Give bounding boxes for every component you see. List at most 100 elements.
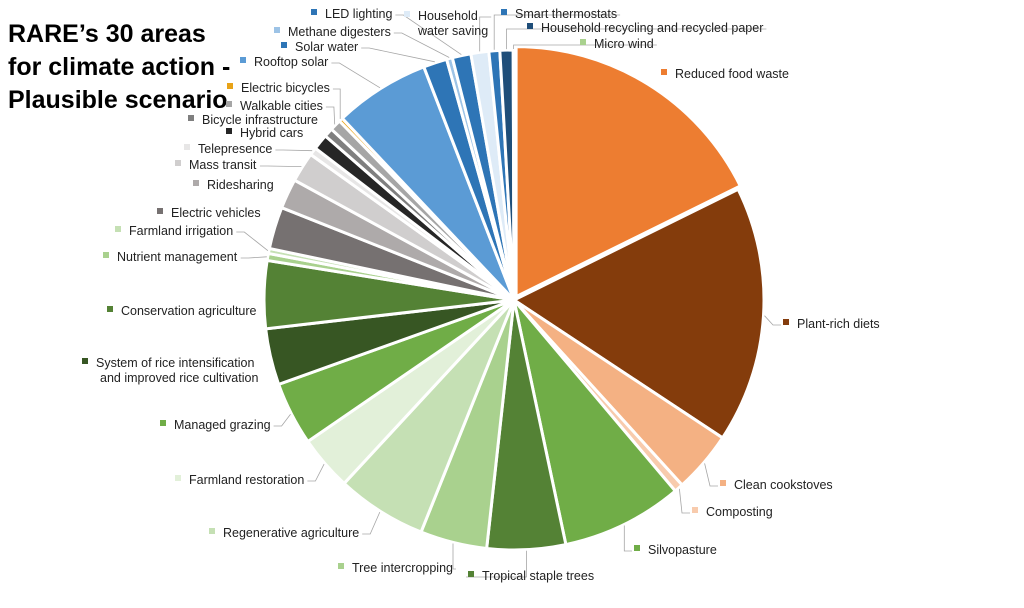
leader-line [236, 231, 269, 252]
slice-label-text: Telepresence [198, 142, 272, 156]
slice-label: Rooftop solar [240, 55, 328, 69]
slice-label-text: Electric vehicles [171, 206, 261, 220]
slice-label: Composting [692, 505, 773, 519]
legend-swatch [661, 69, 667, 75]
slice-label-text: Tree intercropping [352, 561, 453, 575]
legend-swatch [226, 101, 232, 107]
legend-swatch [720, 480, 726, 486]
slice-label-text: Farmland restoration [189, 473, 304, 487]
legend-swatch [157, 208, 163, 214]
chart-title: RARE’s 30 areas for climate action - Pla… [8, 20, 231, 114]
leader-line [395, 14, 462, 55]
slice-label-text: Household recycling and recycled paper [541, 21, 763, 35]
slice-label-text: Composting [706, 505, 773, 519]
slice-label: Farmland restoration [175, 473, 304, 487]
slice-label-text: Silvopasture [648, 543, 717, 557]
slice-labels: Reduced food waste Plant-rich diets Clean … [82, 7, 880, 583]
slice-label: Solar water [281, 40, 358, 54]
leader-line [362, 511, 381, 535]
slice-label: Electric vehicles [157, 206, 261, 220]
legend-swatch [227, 83, 233, 89]
leader-line [332, 88, 341, 119]
legend-swatch [240, 57, 246, 63]
slice-label: Tropical staple trees [468, 569, 594, 583]
slice-label: Hybrid cars [226, 126, 303, 140]
legend-swatch [175, 160, 181, 166]
legend-swatch [103, 252, 109, 258]
slice-label-text: Managed grazing [174, 418, 271, 432]
slice-label-text: Methane digesters [288, 25, 391, 39]
legend-swatch [226, 128, 232, 134]
legend-swatch [175, 475, 181, 481]
leader-line [513, 44, 657, 49]
legend-swatch [468, 571, 474, 577]
slice-label-text: LED lighting [325, 7, 392, 21]
slice-label: Telepresence [184, 142, 272, 156]
slice-label: Tree intercropping [338, 561, 453, 575]
slice-label: Smart thermostats [501, 7, 617, 21]
slice-label-text: Walkable cities [240, 99, 323, 113]
pie-slice [514, 45, 743, 300]
legend-swatch [580, 39, 586, 45]
slice-label-text: Bicycle infrastructure [202, 113, 318, 127]
slice-label: Electric bicycles [227, 81, 330, 95]
leader-line [452, 543, 456, 570]
leader-line [331, 62, 381, 89]
leader-line [479, 16, 492, 52]
slice-label-text: Clean cookstoves [734, 478, 833, 492]
slice-label: Reduced food waste [661, 67, 789, 81]
slice-label: Ridesharing [193, 178, 274, 192]
slice-label-text: Plant-rich diets [797, 317, 880, 331]
legend-swatch [82, 358, 88, 364]
leader-line [764, 315, 781, 326]
legend-swatch [184, 144, 190, 150]
leader-line [466, 550, 527, 578]
leader-line [493, 14, 621, 50]
leader-line [325, 106, 336, 125]
legend-swatch [193, 180, 199, 186]
slice-label-text: Regenerative agriculture [223, 526, 359, 540]
slice-label-text: Tropical staple trees [482, 569, 594, 583]
slice-label-text: Household water saving [417, 9, 488, 38]
leader-line [704, 463, 718, 487]
pie-slice [510, 187, 766, 440]
slice-label-text: Micro wind [594, 37, 654, 51]
slice-label-text: Hybrid cars [240, 126, 303, 140]
slice-label-text: Smart thermostats [515, 7, 617, 21]
leader-line [679, 488, 690, 514]
slice-label: Farmland irrigation [115, 224, 233, 238]
slice-label-text: Farmland irrigation [129, 224, 233, 238]
legend-swatch [209, 528, 215, 534]
slice-label: Clean cookstoves [720, 478, 833, 492]
leader-line [259, 165, 302, 167]
leader-line [361, 47, 435, 63]
slice-label-text: Reduced food waste [675, 67, 789, 81]
slice-label: Micro wind [580, 37, 654, 51]
legend-swatch [692, 507, 698, 513]
slice-label-text: Mass transit [189, 158, 257, 172]
legend-swatch [107, 306, 113, 312]
slice-label-text: System of rice intensification and improv… [96, 356, 258, 385]
legend-swatch [274, 27, 280, 33]
slice-label: System of rice intensification and improv… [82, 356, 258, 385]
legend-swatch [404, 11, 410, 17]
slice-label-text: Nutrient management [117, 250, 238, 264]
slice-label: Methane digesters [274, 25, 391, 39]
leader-line [273, 414, 291, 427]
slice-label: Household water saving [404, 9, 488, 38]
legend-swatch [160, 420, 166, 426]
legend-swatch [527, 23, 533, 29]
legend-swatch [281, 42, 287, 48]
legend-swatch [188, 115, 194, 121]
leader-line [506, 28, 767, 50]
leader-lines [236, 14, 781, 578]
leader-line [623, 525, 632, 552]
slice-label: Silvopasture [634, 543, 717, 557]
slice-label: Walkable cities [226, 99, 323, 113]
legend-swatch [338, 563, 344, 569]
slice-label: Bicycle infrastructure [188, 113, 318, 127]
legend-swatch [634, 545, 640, 551]
legend-swatch [311, 9, 317, 15]
slice-label: Conservation agriculture [107, 304, 257, 318]
